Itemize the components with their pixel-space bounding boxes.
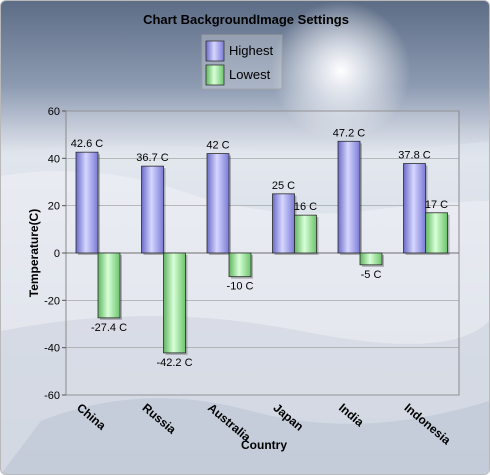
data-label: 42.6 C	[71, 138, 103, 150]
bar-highest-australia	[206, 153, 230, 254]
y-tick-label: 0	[54, 248, 60, 260]
bar-lowest-australia	[228, 252, 252, 278]
data-label: 25 C	[272, 180, 295, 192]
grid-lines	[66, 110, 459, 396]
data-label: 37.8 C	[398, 150, 430, 162]
data-labels: 42.6 C -27.4 C 36.7 C -42.2 C 42 C -10 C 25 C 1…	[71, 127, 448, 369]
data-label: 17 C	[425, 199, 448, 211]
legend-swatch-lowest	[205, 64, 225, 86]
y-tick-label: 60	[48, 106, 60, 118]
bar-highest-japan	[272, 193, 295, 254]
y-axis: 60 40 20 0 -20 -40 -60	[44, 106, 66, 402]
y-axis-title: Temperature(C)	[27, 209, 41, 297]
bar-highest-indonesia	[403, 163, 426, 254]
bar-lowest-china	[97, 252, 121, 319]
y-tick-label: 20	[48, 201, 60, 213]
bar-lowest-russia	[163, 252, 186, 354]
bar-lowest-japan	[294, 214, 317, 254]
y-tick-label: -60	[44, 390, 60, 402]
legend-label-lowest: Lowest	[229, 67, 271, 82]
data-label: -42.2 C	[156, 357, 192, 369]
data-label: 42 C	[206, 140, 229, 152]
data-label: -27.4 C	[91, 322, 127, 334]
legend-label-highest: Highest	[229, 43, 273, 58]
data-label: 16 C	[294, 201, 317, 213]
data-label: 36.7 C	[136, 152, 168, 164]
x-axis-title: Country	[241, 438, 287, 452]
y-tick-label: -20	[44, 295, 60, 307]
bar-highest-china	[75, 151, 99, 254]
bar-highest-russia	[141, 165, 164, 254]
bar-highest-india	[337, 140, 361, 254]
bar-lowest-indonesia	[425, 212, 448, 254]
legend: Highest Lowest	[201, 34, 283, 90]
data-label: -5 C	[361, 269, 382, 281]
y-tick-label: -40	[44, 343, 60, 355]
data-label: -10 C	[227, 281, 254, 293]
y-tick-label: 40	[48, 153, 60, 165]
legend-swatch-highest	[205, 40, 225, 62]
bar-lowest-india	[359, 252, 383, 266]
data-label: 47.2 C	[333, 127, 365, 139]
chart-title: Chart BackgroundImage Settings	[143, 12, 349, 27]
bars	[75, 140, 450, 355]
